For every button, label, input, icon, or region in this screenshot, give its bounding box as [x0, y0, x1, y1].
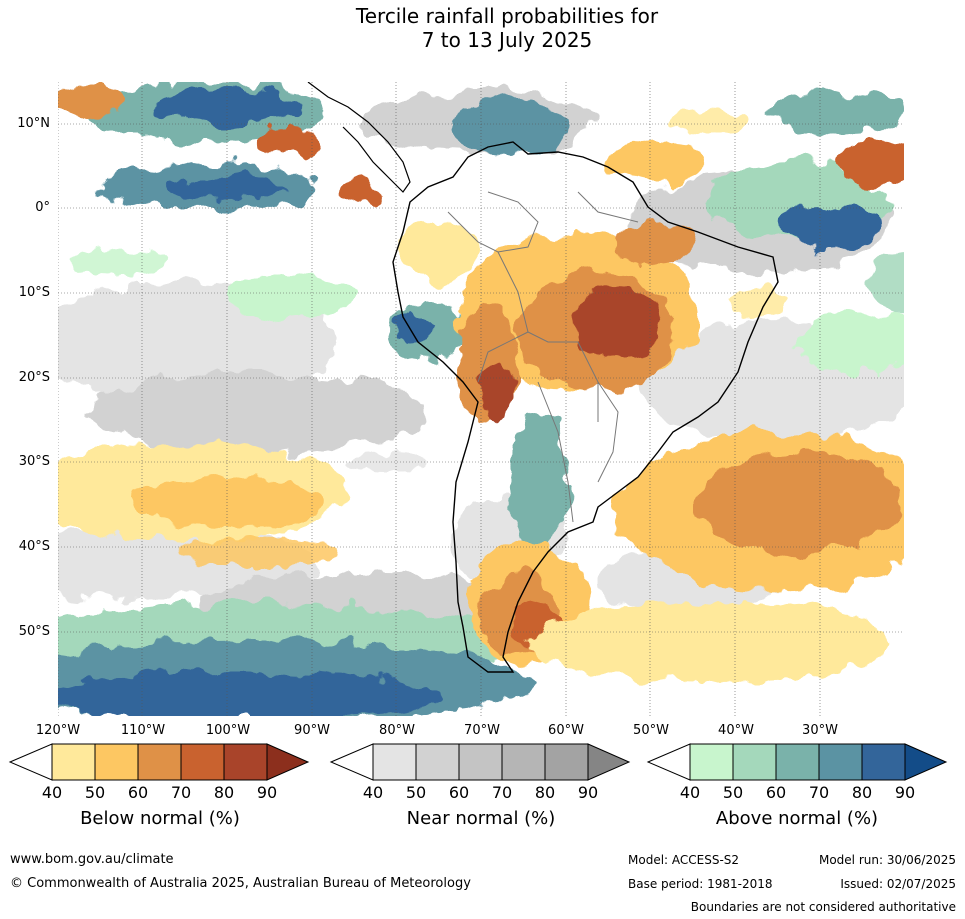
- map-title: Tercile rainfall probabilities for 7 to …: [0, 4, 965, 52]
- below-normal-title: Below normal (%): [80, 808, 240, 829]
- above-normal-title: Above normal (%): [715, 808, 879, 829]
- below-normal-swatch: [94, 743, 139, 781]
- near-normal-swatch: [415, 743, 460, 781]
- below-normal-swatch: [137, 743, 182, 781]
- lat-label-0: 0°: [35, 200, 50, 215]
- below-normal-tick-label: 50: [84, 783, 106, 802]
- above-normal-tick-label: 80: [851, 783, 873, 802]
- lat-label-20s: 20°S: [18, 370, 50, 385]
- copyright-text: © Commonwealth of Australia 2025, Austra…: [10, 876, 471, 891]
- below-normal-arrow: [266, 743, 310, 781]
- near-normal-tick-label: 90: [577, 783, 599, 802]
- near-normal-arrow: [587, 743, 631, 781]
- lon-label-40w: 40°W: [718, 723, 754, 738]
- lon-label-50w: 50°W: [633, 723, 669, 738]
- above-normal-tick-label: 50: [722, 783, 744, 802]
- above-normal-swatch: [818, 743, 863, 781]
- lon-label-70w: 70°W: [464, 723, 500, 738]
- near-normal-tick-label: 40: [362, 783, 384, 802]
- below-normal-swatches: [51, 743, 268, 781]
- title-line-2: 7 to 13 July 2025: [421, 28, 593, 52]
- lon-label-30w: 30°W: [802, 723, 838, 738]
- lat-label-10s: 10°S: [18, 285, 50, 300]
- above-normal-swatches: [689, 743, 906, 781]
- below-normal-tick-label: 60: [127, 783, 149, 802]
- lat-label-50s: 50°S: [18, 624, 50, 639]
- below-normal-tick-label: 90: [256, 783, 278, 802]
- above-normal-tick-label: 70: [808, 783, 830, 802]
- near-normal-swatch: [458, 743, 503, 781]
- near-normal-swatch: [501, 743, 546, 781]
- boundaries-disclaimer: Boundaries are not considered authoritat…: [690, 900, 956, 914]
- lon-label-110w: 110°W: [120, 723, 166, 738]
- below-normal-swatch: [51, 743, 96, 781]
- south-america-coastline: [392, 141, 779, 673]
- above-normal-colorbar: [646, 743, 948, 781]
- lat-label-30s: 30°S: [18, 454, 50, 469]
- below-normal-areas: [58, 87, 904, 682]
- above-normal-areas: [58, 82, 904, 716]
- lon-label-60w: 60°W: [548, 723, 584, 738]
- near-normal-tick-label: 80: [534, 783, 556, 802]
- near-normal-colorbar: [329, 743, 631, 781]
- title-line-1: Tercile rainfall probabilities for: [355, 4, 659, 28]
- near-normal-swatches: [372, 743, 589, 781]
- above-normal-swatch: [689, 743, 734, 781]
- above-normal-tick-label: 90: [894, 783, 916, 802]
- lon-label-90w: 90°W: [294, 723, 330, 738]
- map-canvas: [58, 82, 904, 716]
- rainfall-probability-map: [58, 82, 904, 716]
- graticule: [58, 82, 904, 716]
- below-normal-tick-label: 80: [213, 783, 235, 802]
- lat-label-10n: 10°N: [17, 116, 50, 131]
- below-normal-swatch: [180, 743, 225, 781]
- above-normal-swatch: [775, 743, 820, 781]
- above-normal-tick-label: 60: [765, 783, 787, 802]
- above-normal-swatch: [861, 743, 906, 781]
- above-normal-arrow: [904, 743, 948, 781]
- below-normal-tick-label: 70: [170, 783, 192, 802]
- central-america-coastline: [307, 82, 411, 193]
- lon-label-80w: 80°W: [379, 723, 415, 738]
- near-normal-swatch: [372, 743, 417, 781]
- country-boundaries: [447, 191, 639, 523]
- lat-label-40s: 40°S: [18, 539, 50, 554]
- near-normal-title: Near normal (%): [406, 808, 556, 829]
- issued-date: Issued: 02/07/2025: [840, 877, 956, 891]
- speckle-areas: [68, 110, 904, 567]
- model-run: Model run: 30/06/2025: [818, 853, 956, 867]
- model-name: Model: ACCESS-S2: [628, 853, 740, 867]
- base-period: Base period: 1981-2018: [628, 877, 773, 891]
- above-normal-swatch: [732, 743, 777, 781]
- near-normal-swatch: [544, 743, 589, 781]
- lon-label-120w: 120°W: [35, 723, 81, 738]
- below-normal-colorbar: [8, 743, 310, 781]
- lon-label-100w: 100°W: [205, 723, 251, 738]
- near-normal-tick-label: 50: [405, 783, 427, 802]
- near-normal-tick-label: 70: [491, 783, 513, 802]
- below-normal-swatch: [223, 743, 268, 781]
- below-normal-tick-label: 40: [41, 783, 63, 802]
- website-link[interactable]: www.bom.gov.au/climate: [10, 852, 174, 867]
- above-normal-tick-label: 40: [679, 783, 701, 802]
- near-normal-tick-label: 60: [448, 783, 470, 802]
